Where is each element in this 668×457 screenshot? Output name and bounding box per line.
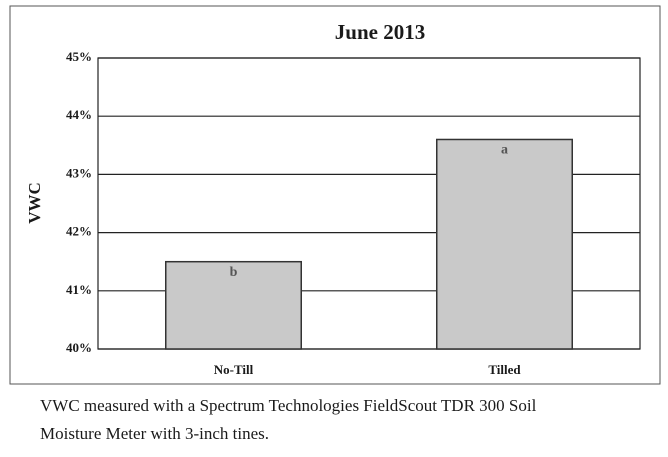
chart-title: June 2013 <box>335 20 425 44</box>
y-tick-label: 45% <box>66 49 92 64</box>
y-tick-label: 44% <box>66 107 92 122</box>
caption: Moisture Meter with 3-inch tines. <box>40 424 269 443</box>
bar <box>436 138 573 350</box>
y-tick-label: 42% <box>66 224 92 239</box>
y-axis-label: VWC <box>25 182 44 224</box>
caption: VWC measured with a Spectrum Technologie… <box>40 396 537 415</box>
bar-annotation: b <box>230 265 238 280</box>
x-tick-label: No-Till <box>214 362 254 377</box>
y-tick-label: 43% <box>66 165 92 180</box>
bar <box>165 260 302 350</box>
chart-frame <box>9 5 661 385</box>
bar-annotation: a <box>501 143 508 158</box>
y-tick-label: 41% <box>66 282 92 297</box>
x-tick-label: Tilled <box>488 362 521 377</box>
y-tick-label: 40% <box>66 340 92 355</box>
